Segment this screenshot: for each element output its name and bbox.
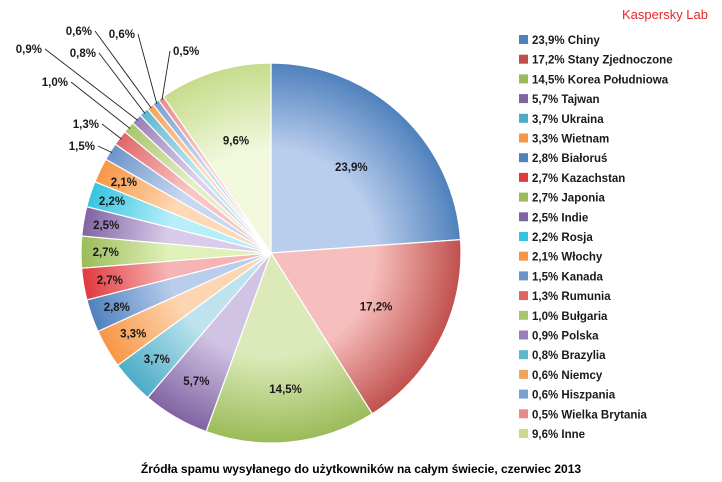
legend-entry: 1,3% Rumunia (532, 291, 611, 303)
legend-swatch (519, 192, 528, 202)
legend-entry: 2,7% Japonia (532, 193, 605, 205)
legend-entry: 2,1% Włochy (532, 252, 603, 264)
legend-entry: 23,9% Chiny (532, 35, 600, 47)
legend-swatch (519, 369, 528, 379)
slice-value-label: 9,6% (223, 136, 249, 148)
legend-entry: 0,6% Hiszpania (532, 390, 616, 402)
slice-value-label: 2,7% (93, 247, 119, 259)
slice-value-label: 3,7% (144, 354, 170, 366)
pie-slice (270, 62, 462, 254)
legend-swatch (519, 310, 528, 320)
slice-value-label: 1,3% (73, 119, 99, 131)
legend-entry: 3,7% Ukraina (532, 114, 604, 126)
legend-entry: 2,5% Indie (532, 212, 588, 224)
legend-entry: 1,5% Kanada (532, 271, 604, 283)
legend-swatch (519, 389, 528, 399)
legend-entry: 0,8% Brazylia (532, 350, 606, 362)
legend-entry: 5,7% Tajwan (532, 94, 600, 106)
legend-entry: 9,6% Inne (532, 429, 585, 441)
leader-line (101, 123, 122, 140)
slice-value-label: 14,5% (269, 384, 302, 396)
pie-slice (205, 251, 374, 444)
pie-slices (80, 62, 462, 444)
slice-value-label: 2,5% (93, 220, 119, 232)
legend-swatch (519, 94, 528, 104)
slice-value-label: 2,1% (111, 177, 137, 189)
slice-value-label: 0,8% (70, 48, 96, 60)
pie-slice (269, 238, 462, 415)
legend-swatch (519, 409, 528, 419)
slice-value-label: 1,0% (42, 77, 68, 89)
slice-value-label: 0,6% (109, 29, 135, 41)
leader-line (137, 33, 158, 104)
slice-value-label: 1,5% (69, 141, 95, 153)
slice-value-label: 2,7% (97, 275, 123, 287)
legend-swatch (519, 251, 528, 261)
legend-swatch (519, 113, 528, 123)
leader-line (161, 50, 171, 100)
legend-entry: 2,7% Kazachstan (532, 173, 625, 185)
legend-swatch (519, 429, 528, 438)
leader-line (98, 52, 146, 114)
pie-slice (162, 62, 272, 255)
legend-entry: 0,6% Niemcy (532, 370, 603, 382)
legend-swatch (519, 153, 528, 163)
slice-value-label: 0,9% (16, 44, 42, 56)
legend-swatch (519, 350, 528, 360)
slice-value-label: 23,9% (335, 162, 368, 174)
legend-entry: 1,0% Bułgaria (532, 311, 608, 323)
slice-value-label: 3,3% (120, 329, 146, 341)
legend-swatch (519, 271, 528, 281)
legend-swatch (519, 74, 528, 84)
leader-line (70, 81, 131, 129)
slice-value-label: 2,8% (104, 302, 130, 314)
legend-entry: 3,3% Wietnam (532, 134, 609, 146)
legend-entry: 2,8% Białoruś (532, 153, 607, 165)
legend-swatch (519, 35, 528, 44)
slice-value-label: 0,5% (173, 46, 199, 58)
leader-line (97, 145, 113, 154)
leader-lines (44, 30, 171, 154)
legend-entry: 0,9% Polska (532, 331, 599, 343)
chart-title: Źródła spamu wysyłanego do użytkowników … (140, 462, 582, 476)
legend-swatch (519, 54, 528, 64)
legend-swatch (519, 291, 528, 301)
legend-swatch (519, 232, 528, 241)
legend-swatch (519, 212, 528, 222)
slice-value-label: 5,7% (183, 376, 209, 388)
legend-swatch (519, 133, 528, 143)
slice-value-label: 17,2% (360, 301, 393, 313)
slice-value-label: 0,6% (66, 26, 92, 38)
legend-swatch (519, 330, 528, 340)
legend-entry: 14,5% Korea Południowa (532, 74, 669, 86)
leader-line (94, 30, 152, 109)
kaspersky-logo: Kaspersky Lab (622, 7, 708, 22)
slice-labels: 23,9% 17,2% 14,5% 5,7% 3,7% 3,3% 2,8% 2,7% 2,7% 2… (16, 26, 393, 396)
legend-entry: 2,2% Rosja (532, 232, 593, 244)
legend: 23,9% Chiny 17,2% Stany Zjednoczone 14,5% … (519, 35, 673, 441)
legend-entry: 17,2% Stany Zjednoczone (532, 55, 673, 67)
slice-value-label: 2,2% (99, 196, 125, 208)
legend-swatch (519, 172, 528, 182)
leader-line (44, 48, 139, 121)
legend-entry: 0,5% Wielka Brytania (532, 409, 648, 421)
